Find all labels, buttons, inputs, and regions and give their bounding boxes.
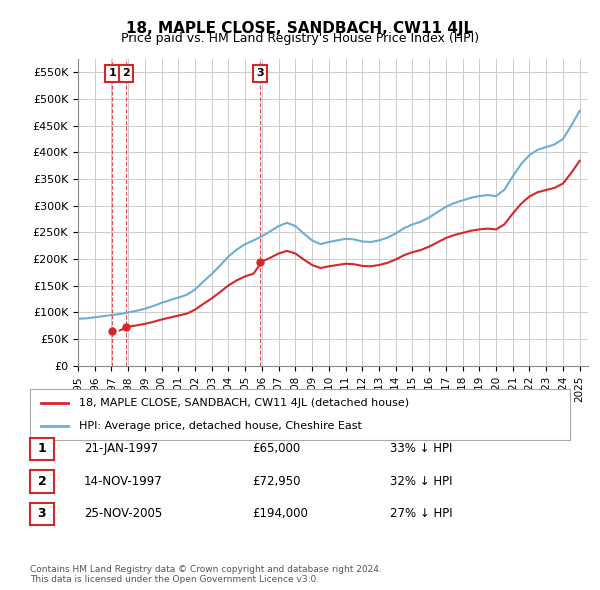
- Text: 32% ↓ HPI: 32% ↓ HPI: [390, 475, 452, 488]
- Text: Price paid vs. HM Land Registry's House Price Index (HPI): Price paid vs. HM Land Registry's House …: [121, 32, 479, 45]
- Text: 1: 1: [38, 442, 46, 455]
- Text: 2: 2: [38, 475, 46, 488]
- Text: 21-JAN-1997: 21-JAN-1997: [84, 442, 158, 455]
- Text: 27% ↓ HPI: 27% ↓ HPI: [390, 507, 452, 520]
- Text: Contains HM Land Registry data © Crown copyright and database right 2024.
This d: Contains HM Land Registry data © Crown c…: [30, 565, 382, 584]
- Text: 2: 2: [122, 68, 130, 78]
- Text: 18, MAPLE CLOSE, SANDBACH, CW11 4JL (detached house): 18, MAPLE CLOSE, SANDBACH, CW11 4JL (det…: [79, 398, 409, 408]
- Text: £72,950: £72,950: [252, 475, 301, 488]
- Text: 18, MAPLE CLOSE, SANDBACH, CW11 4JL: 18, MAPLE CLOSE, SANDBACH, CW11 4JL: [127, 21, 473, 35]
- Text: 14-NOV-1997: 14-NOV-1997: [84, 475, 163, 488]
- Text: HPI: Average price, detached house, Cheshire East: HPI: Average price, detached house, Ches…: [79, 421, 361, 431]
- Text: £194,000: £194,000: [252, 507, 308, 520]
- Text: 3: 3: [38, 507, 46, 520]
- Text: 33% ↓ HPI: 33% ↓ HPI: [390, 442, 452, 455]
- Text: 25-NOV-2005: 25-NOV-2005: [84, 507, 162, 520]
- Text: 3: 3: [256, 68, 264, 78]
- Text: £65,000: £65,000: [252, 442, 300, 455]
- Text: 1: 1: [109, 68, 116, 78]
